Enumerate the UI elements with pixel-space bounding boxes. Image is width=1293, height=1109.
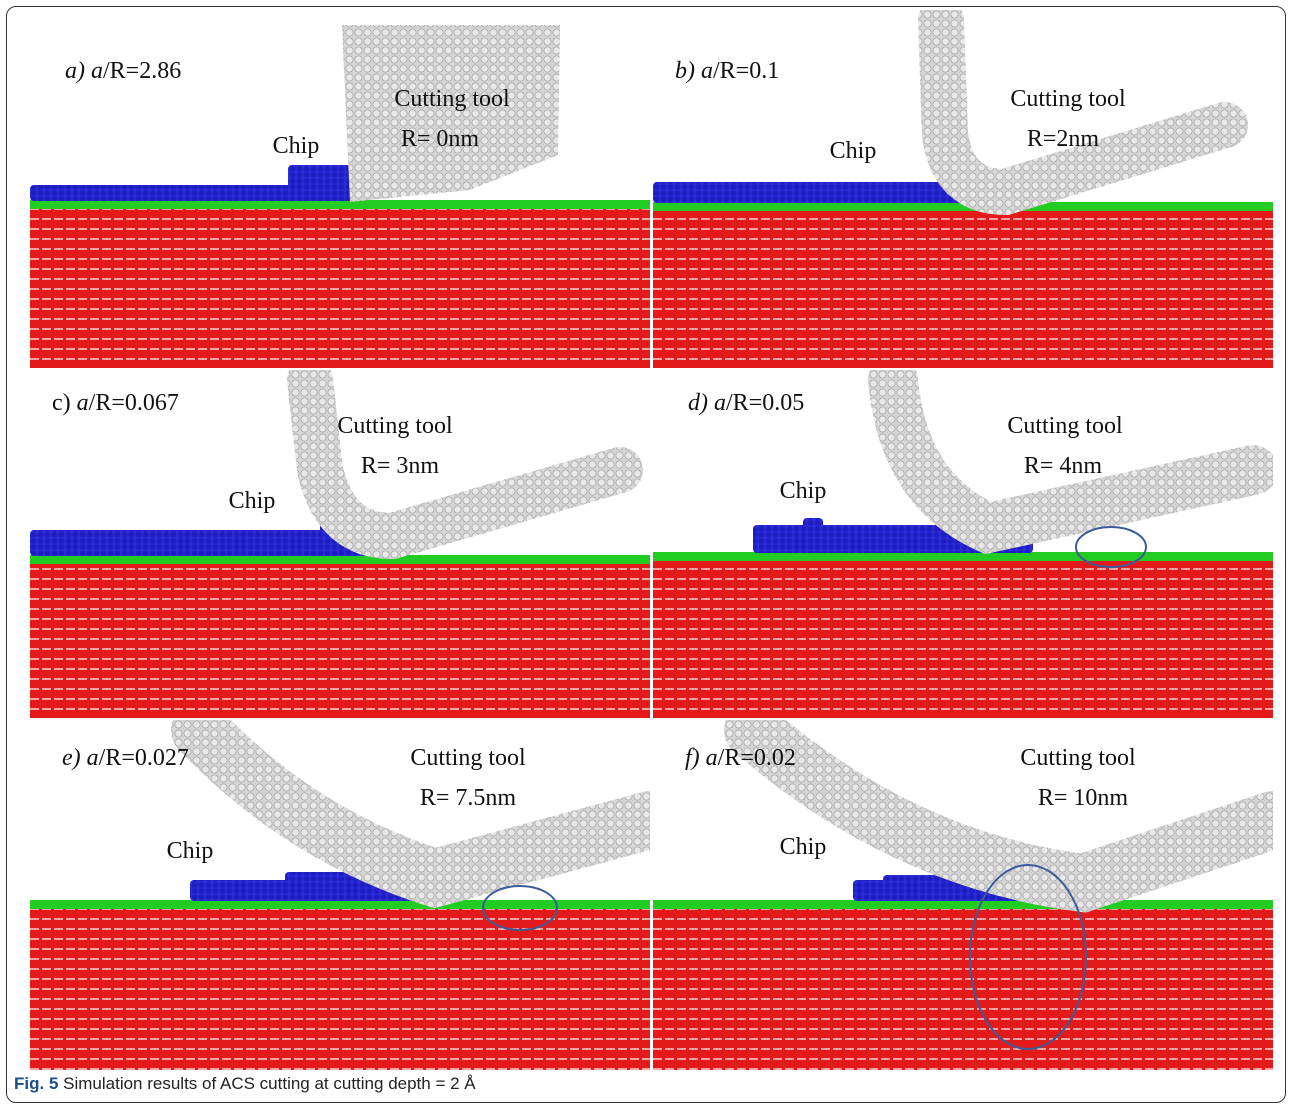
simulation-panel: a) a/R=2.86 Cutting tool R= 0nm Chip bbox=[30, 10, 650, 368]
chip-atoms bbox=[883, 875, 953, 901]
tool-radius: R= 7.5nm bbox=[420, 785, 517, 811]
panel-label: b) a/R=0.1 bbox=[675, 58, 779, 84]
cutting-tool bbox=[342, 25, 560, 202]
caption-text: Simulation results of ACS cutting at cut… bbox=[63, 1074, 475, 1093]
ratio-value: /R=0.02 bbox=[718, 745, 796, 771]
substrate bbox=[30, 561, 650, 718]
ratio-symbol: a bbox=[91, 58, 103, 84]
chip-label: Chip bbox=[273, 133, 320, 159]
chip-label: Chip bbox=[830, 138, 877, 164]
substrate bbox=[653, 558, 1273, 718]
ratio-symbol: a bbox=[77, 390, 89, 416]
tool-label: Cutting tool bbox=[337, 413, 453, 439]
chip-label: Chip bbox=[167, 838, 214, 864]
simulation-panel: b) a/R=0.1 Cutting tool R=2nm Chip bbox=[653, 10, 1273, 368]
ratio-value: /R=2.86 bbox=[103, 58, 181, 84]
tool-radius: R=2nm bbox=[1027, 126, 1100, 152]
cutting-tool bbox=[753, 730, 1273, 883]
caption: Fig. 5 Simulation results of ACS cutting… bbox=[14, 1074, 476, 1094]
chip-label: Chip bbox=[229, 488, 276, 514]
panel-label: a) a/R=2.86 bbox=[65, 58, 181, 84]
tool-label: Cutting tool bbox=[1020, 745, 1136, 771]
ratio-value: /R=0.067 bbox=[89, 390, 179, 416]
simulation-panel: f) a/R=0.02 Cutting tool R= 10nm Chip bbox=[653, 720, 1273, 1070]
substrate bbox=[30, 906, 650, 1070]
chip-atoms bbox=[803, 518, 823, 553]
simulation-panel: e) a/R=0.027 Cutting tool R= 7.5nm Chip bbox=[30, 720, 650, 1070]
panel-tag: d) bbox=[688, 390, 708, 416]
substrate bbox=[653, 208, 1273, 368]
tool-radius: R= 3nm bbox=[361, 453, 440, 479]
tool-radius: R= 4nm bbox=[1024, 453, 1103, 479]
tool-radius: R= 10nm bbox=[1038, 785, 1129, 811]
tool-label: Cutting tool bbox=[1010, 86, 1126, 112]
page: {"panels": [ {"tag": "a)", "symbol": "a"… bbox=[0, 0, 1293, 1109]
surface-layer bbox=[653, 900, 1273, 909]
tool-label: Cutting tool bbox=[394, 86, 510, 112]
panel-label: c) a/R=0.067 bbox=[52, 390, 179, 416]
cutting-tool bbox=[310, 380, 620, 536]
simulation-panel: d) a/R=0.05 Cutting tool R= 4nm Chip bbox=[653, 370, 1273, 718]
panel-label: d) a/R=0.05 bbox=[688, 390, 804, 416]
panel-label: e) a/R=0.027 bbox=[62, 745, 189, 771]
panel-tag: c) bbox=[52, 390, 71, 416]
chip-label: Chip bbox=[780, 478, 827, 504]
panel-tag: a) bbox=[65, 58, 85, 84]
tool-label: Cutting tool bbox=[1007, 413, 1123, 439]
ratio-symbol: a bbox=[701, 58, 713, 84]
panel-tag: f) bbox=[685, 745, 700, 771]
simulation-panel: c) a/R=0.067 Cutting tool R= 3nm Chip bbox=[30, 370, 650, 718]
ratio-value: /R=0.05 bbox=[726, 390, 804, 416]
ratio-symbol: a bbox=[706, 745, 718, 771]
surface-layer bbox=[653, 552, 1273, 561]
tool-radius: R= 0nm bbox=[401, 126, 480, 152]
tool-label: Cutting tool bbox=[410, 745, 526, 771]
substrate bbox=[653, 906, 1273, 1070]
substrate bbox=[30, 206, 650, 368]
panel-tag: b) bbox=[675, 58, 695, 84]
chip-label: Chip bbox=[780, 834, 827, 860]
surface-layer bbox=[30, 200, 650, 209]
panel-label: f) a/R=0.02 bbox=[685, 745, 796, 771]
ratio-value: /R=0.027 bbox=[99, 745, 189, 771]
panel-tag: e) bbox=[62, 745, 81, 771]
ratio-symbol: a bbox=[714, 390, 726, 416]
chip-atoms bbox=[288, 165, 352, 201]
ratio-symbol: a bbox=[87, 745, 99, 771]
caption-label: Fig. 5 bbox=[14, 1074, 58, 1093]
ratio-value: /R=0.1 bbox=[713, 58, 779, 84]
surface-layer bbox=[30, 555, 650, 564]
